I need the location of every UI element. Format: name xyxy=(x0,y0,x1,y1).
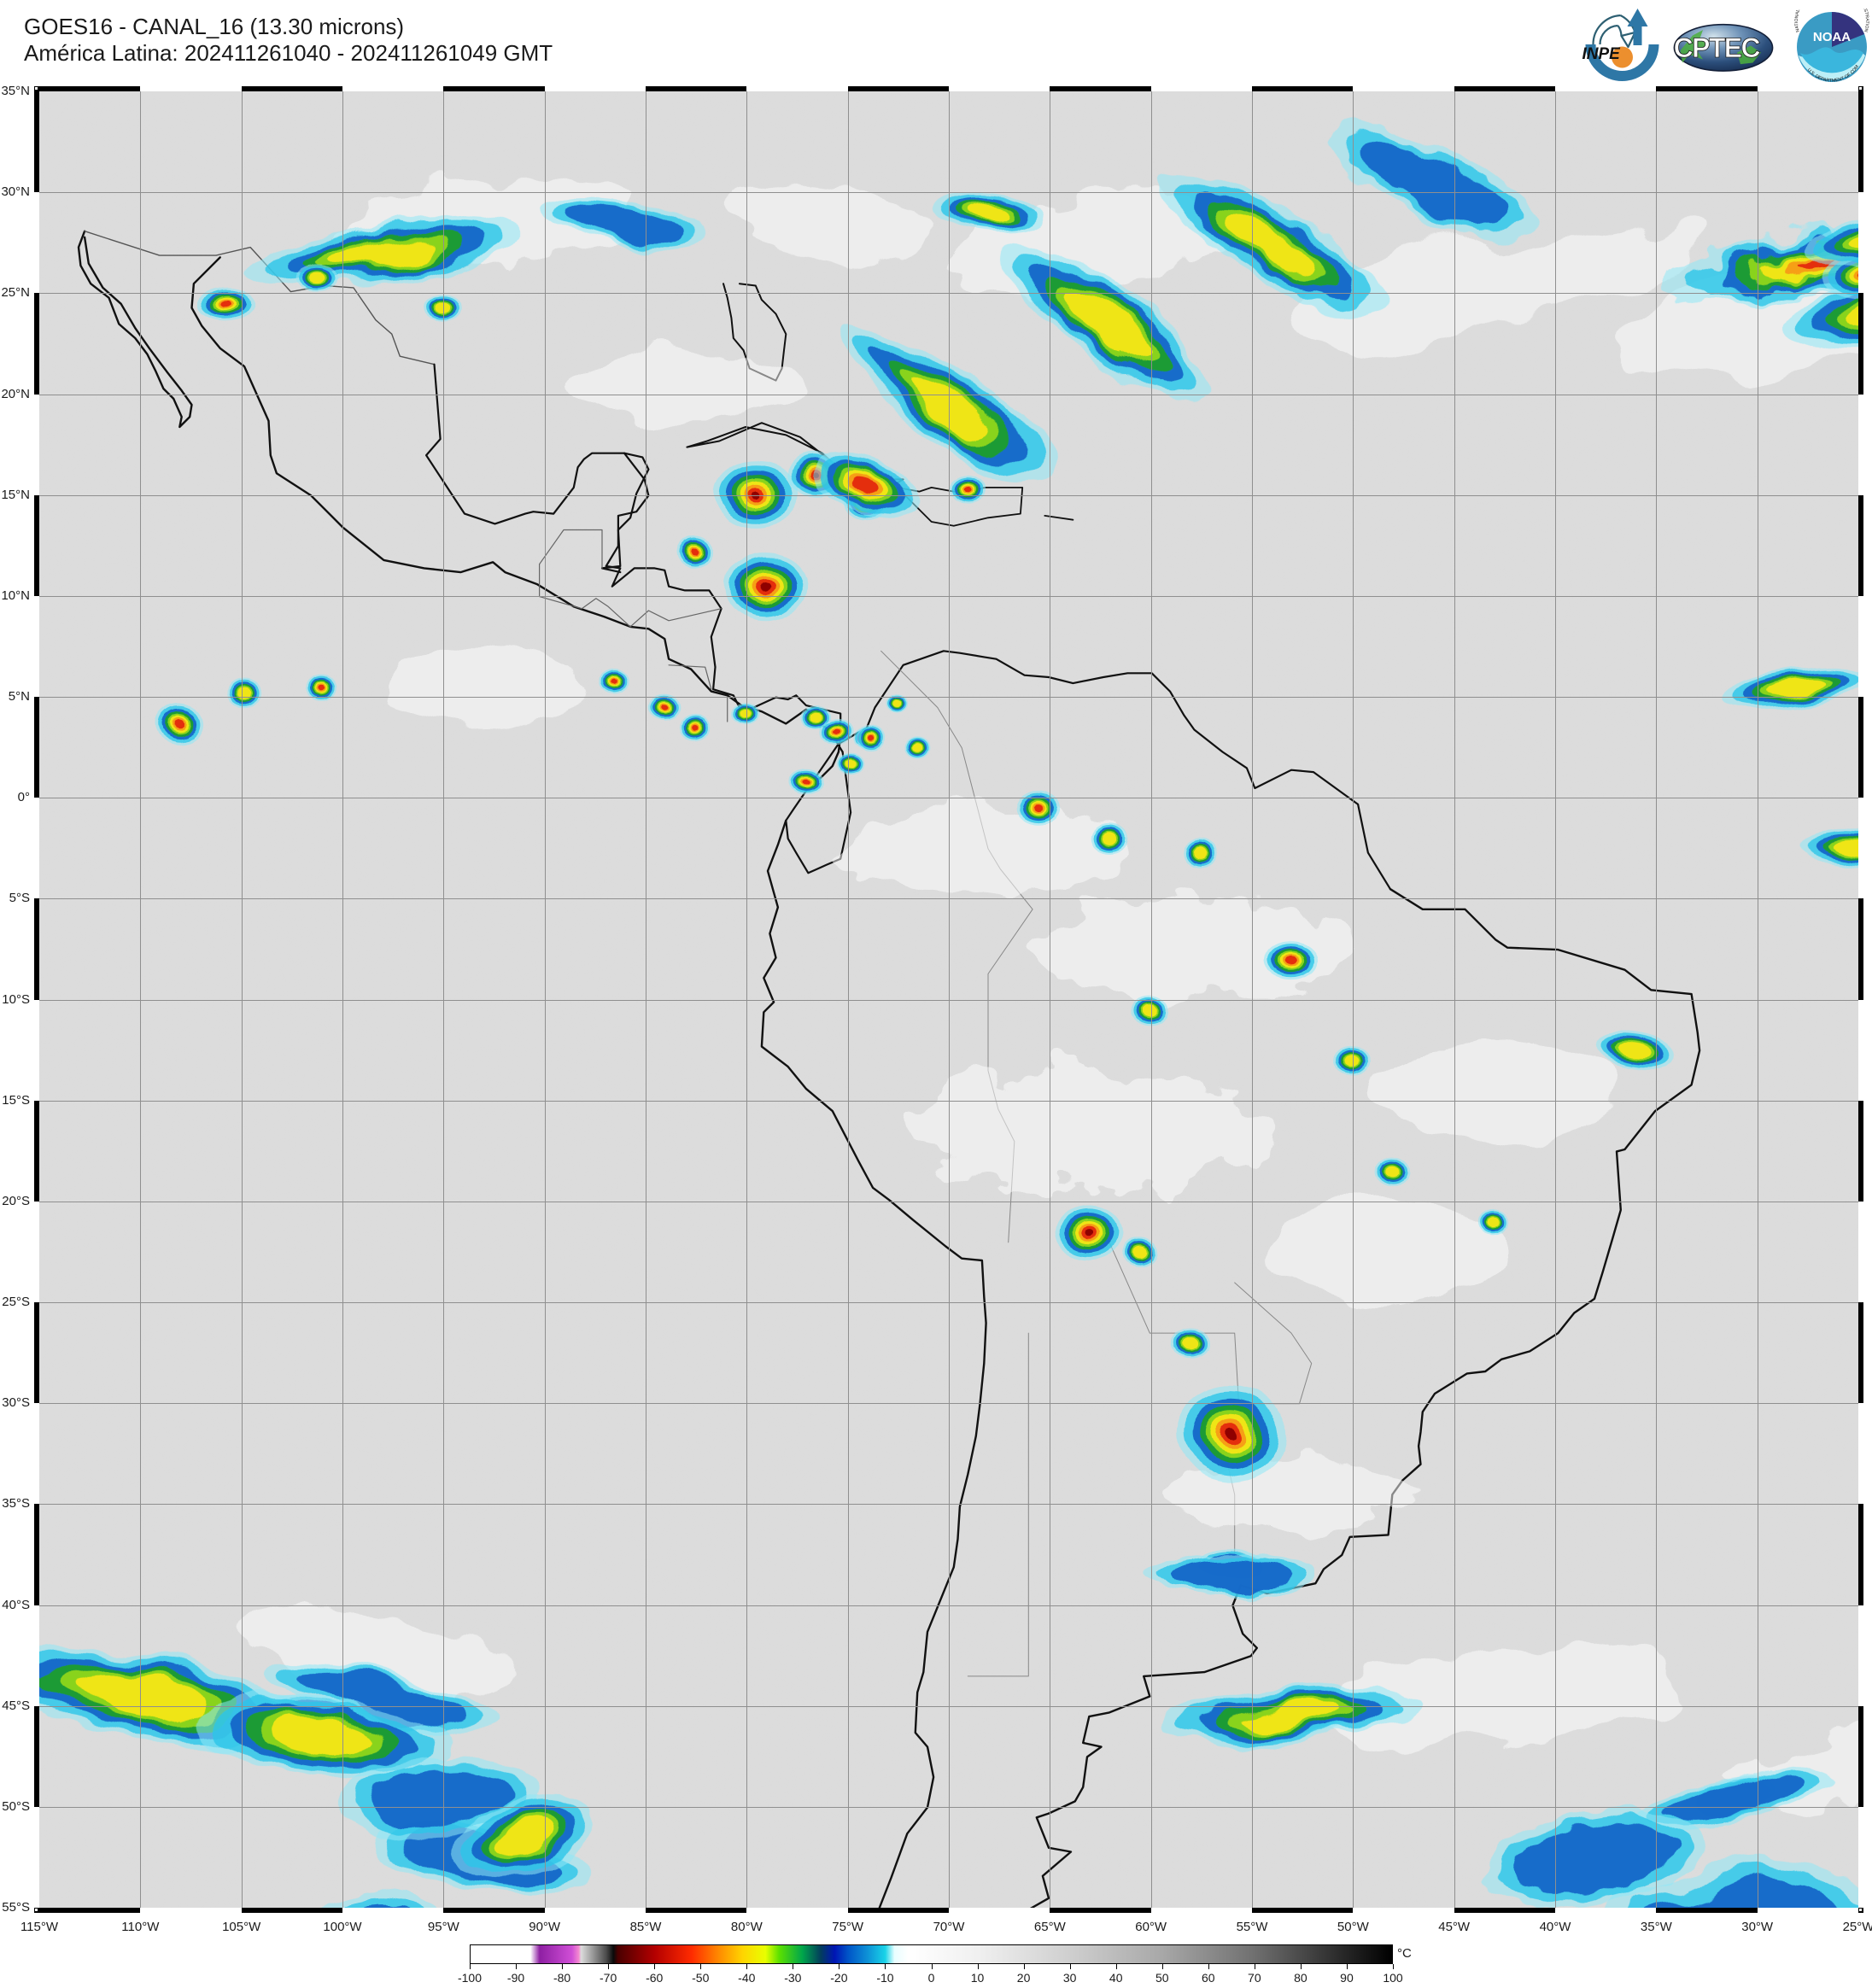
svg-text:NOAA: NOAA xyxy=(1813,30,1851,44)
svg-text:CPTEC: CPTEC xyxy=(1674,32,1761,63)
svg-text:INPE: INPE xyxy=(1582,45,1622,63)
